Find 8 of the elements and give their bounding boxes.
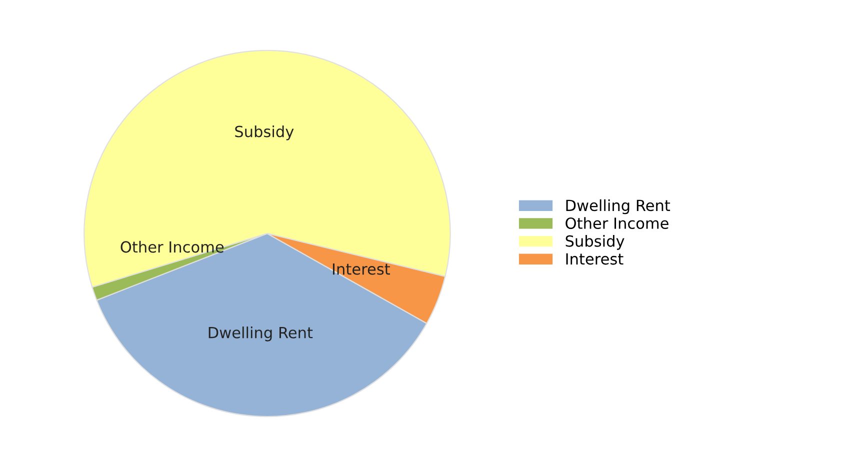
legend-label: Interest [566,253,624,265]
legend-label: Dwelling Rent [566,199,670,214]
slice-label: Interest [332,263,390,275]
slice-label: Subsidy [235,125,294,140]
legend-label: Subsidy [566,235,624,250]
legend-label: Other Income [566,217,668,230]
slice-label: Dwelling Rent [208,326,313,342]
category-label: Other Income [120,240,224,253]
